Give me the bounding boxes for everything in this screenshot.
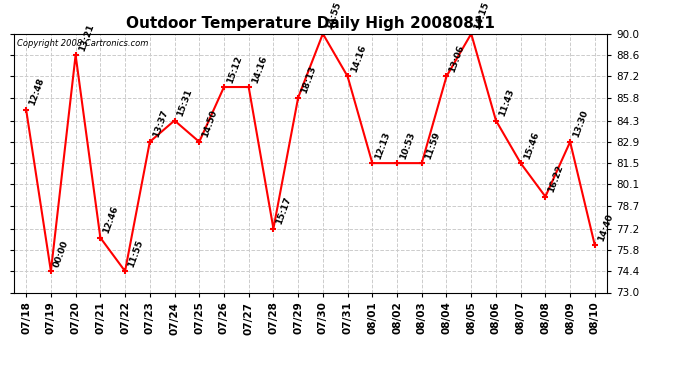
Text: 15:17: 15:17 bbox=[275, 196, 293, 226]
Text: 11:43: 11:43 bbox=[497, 88, 515, 118]
Text: 14:16: 14:16 bbox=[250, 54, 268, 84]
Text: 12:13: 12:13 bbox=[374, 130, 392, 160]
Text: 10:53: 10:53 bbox=[398, 130, 417, 160]
Text: 14:40: 14:40 bbox=[596, 213, 615, 243]
Text: 00:00: 00:00 bbox=[52, 239, 70, 268]
Text: 16:22: 16:22 bbox=[546, 164, 565, 194]
Text: 15:31: 15:31 bbox=[176, 88, 194, 118]
Text: 12:48: 12:48 bbox=[28, 77, 46, 107]
Text: 14:15: 14:15 bbox=[473, 1, 491, 31]
Title: Outdoor Temperature Daily High 20080811: Outdoor Temperature Daily High 20080811 bbox=[126, 16, 495, 31]
Text: 13:37: 13:37 bbox=[151, 109, 170, 139]
Text: 11:55: 11:55 bbox=[126, 238, 145, 268]
Text: 11:59: 11:59 bbox=[423, 130, 442, 160]
Text: 13:21: 13:21 bbox=[77, 22, 95, 52]
Text: Copyright 2008 Cartronics.com: Copyright 2008 Cartronics.com bbox=[17, 39, 148, 48]
Text: 14:16: 14:16 bbox=[349, 44, 367, 74]
Text: 15:12: 15:12 bbox=[226, 54, 244, 84]
Text: 18:13: 18:13 bbox=[299, 65, 318, 95]
Text: 13:06: 13:06 bbox=[448, 44, 466, 74]
Text: 15:46: 15:46 bbox=[522, 130, 540, 160]
Text: 12:46: 12:46 bbox=[101, 205, 120, 235]
Text: 13:30: 13:30 bbox=[571, 109, 590, 139]
Text: 14:50: 14:50 bbox=[201, 109, 219, 139]
Text: 14:55: 14:55 bbox=[324, 1, 342, 31]
